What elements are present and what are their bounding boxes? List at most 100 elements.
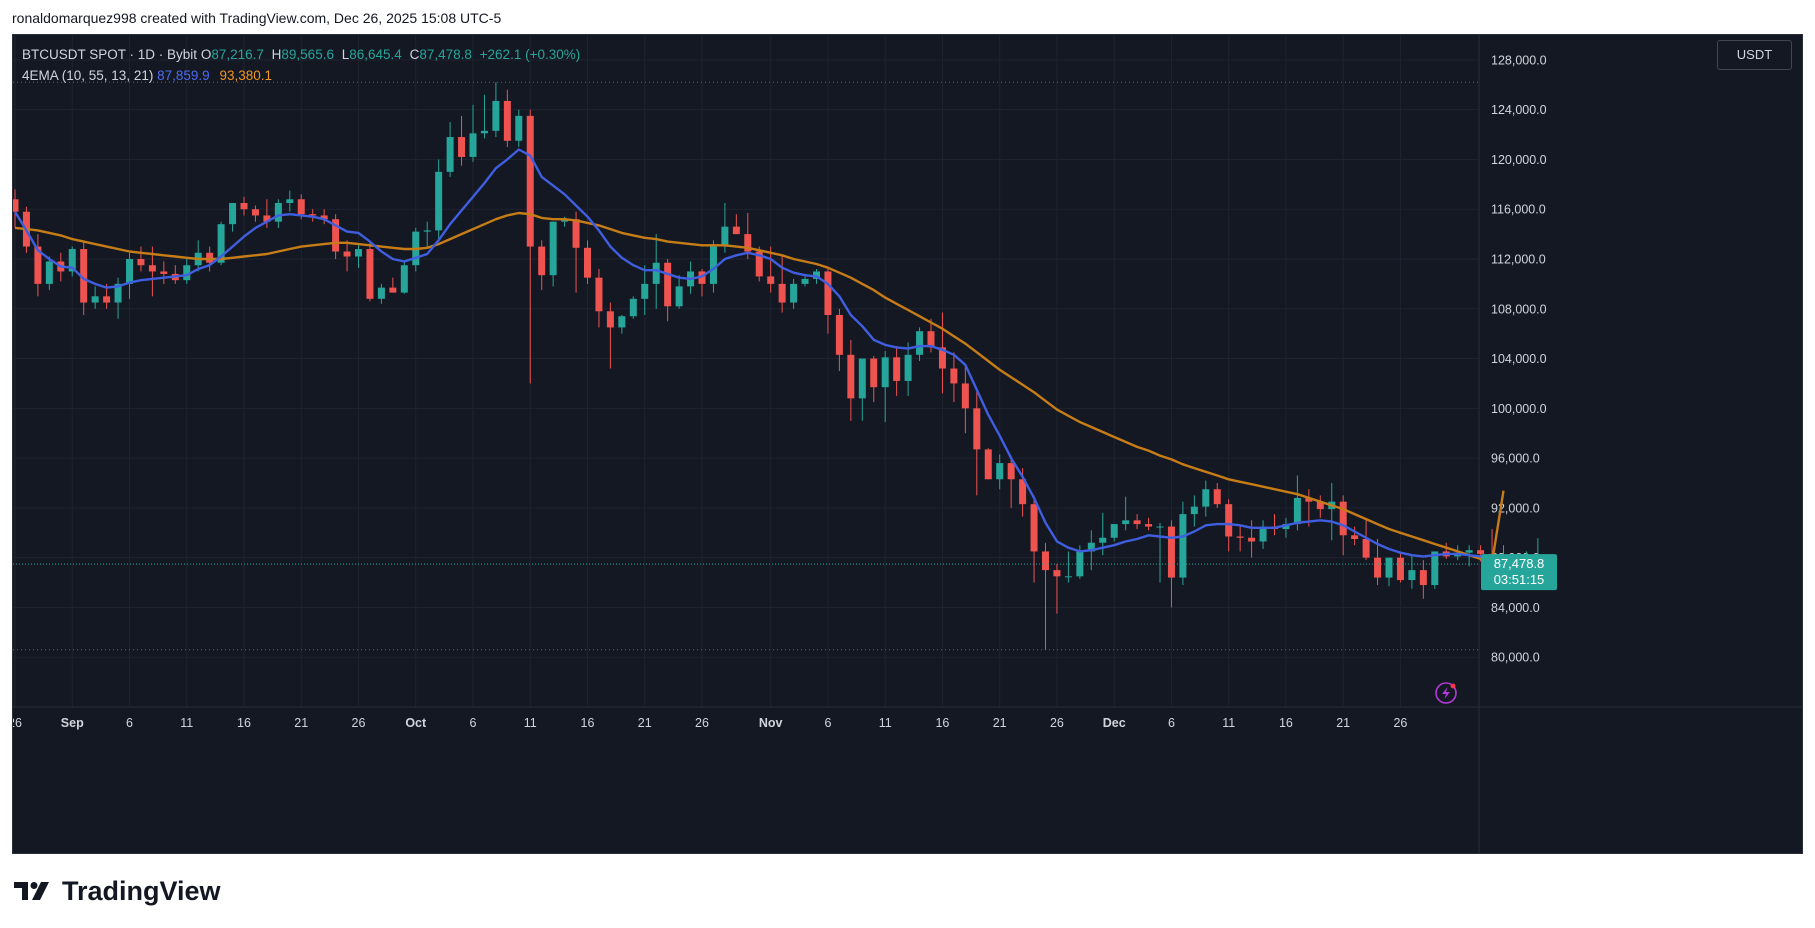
candle-body xyxy=(938,347,946,369)
candle-body xyxy=(1110,524,1118,538)
y-axis-tick-label: 92,000.0 xyxy=(1491,501,1540,515)
candle-body xyxy=(1316,501,1324,510)
x-axis-tick-label: 26 xyxy=(1393,716,1407,730)
candle-body xyxy=(1236,536,1244,538)
candle-body xyxy=(790,283,798,303)
y-axis-tick-label: 108,000.0 xyxy=(1491,302,1547,316)
ohlc-legend-row: BTCUSDT SPOT · 1D · Bybit O87,216.7 H89,… xyxy=(22,44,584,65)
x-axis-tick-label: 11 xyxy=(1222,716,1235,730)
candle-body xyxy=(847,354,855,399)
candle-body xyxy=(572,219,580,248)
candle-body xyxy=(435,171,443,231)
chart-credit: ronaldomarquez998 created with TradingVi… xyxy=(12,10,502,26)
candle-body xyxy=(1019,479,1027,505)
open-label: O xyxy=(200,47,212,62)
candle-body xyxy=(561,219,569,222)
candle-body xyxy=(778,283,786,303)
ema-slow-value: 93,380.1 xyxy=(219,68,272,83)
chart-background xyxy=(13,35,1802,853)
candle-body xyxy=(103,296,111,303)
candle-body xyxy=(813,271,820,279)
x-axis-tick-label: 21 xyxy=(1336,716,1350,730)
candle-body xyxy=(652,262,660,284)
candle-body xyxy=(916,331,924,355)
candle-body xyxy=(538,246,546,276)
alert-lightning-icon xyxy=(1435,682,1457,704)
candle-body xyxy=(469,133,477,157)
candle-body xyxy=(927,331,935,348)
brand-name: TradingView xyxy=(62,875,221,906)
alert-icon-dot xyxy=(1450,683,1456,689)
x-axis-tick-label: 26 xyxy=(13,716,22,730)
indicator-name[interactable]: 4EMA (10, 55, 13, 21) xyxy=(22,68,154,83)
candle-body xyxy=(732,226,740,235)
candle-body xyxy=(80,249,88,303)
bar-countdown-label: 03:51:15 xyxy=(1494,572,1545,587)
tradingview-brand: TradingView xyxy=(14,876,221,906)
high-value: 89,565.6 xyxy=(281,47,334,62)
candle-body xyxy=(1419,570,1427,586)
x-axis-tick-label: 26 xyxy=(1050,716,1064,730)
candle-body xyxy=(1167,526,1175,578)
candle-body xyxy=(721,226,729,247)
candle-body xyxy=(320,215,328,220)
chart-panel[interactable]: 80,000.084,000.088,000.092,000.096,000.0… xyxy=(12,34,1803,854)
candle-body xyxy=(549,221,557,276)
candle-body xyxy=(1293,497,1301,525)
candle-body xyxy=(137,259,145,266)
candle-body xyxy=(744,234,752,252)
candle-body xyxy=(858,358,866,399)
price-chart[interactable]: 80,000.084,000.088,000.092,000.096,000.0… xyxy=(13,35,1803,854)
low-value: 86,645.4 xyxy=(349,47,402,62)
currency-button[interactable]: USDT xyxy=(1717,40,1792,70)
candle-body xyxy=(1145,524,1153,527)
candle-body xyxy=(297,199,305,215)
candle-body xyxy=(286,199,294,203)
candle-body xyxy=(423,230,431,232)
candle-body xyxy=(343,251,351,257)
candle-body xyxy=(309,214,317,216)
x-axis-tick-label: 6 xyxy=(470,716,477,730)
candle-body xyxy=(1087,542,1095,552)
candle-body xyxy=(870,358,878,388)
chart-legend: BTCUSDT SPOT · 1D · Bybit O87,216.7 H89,… xyxy=(22,44,584,86)
x-axis-tick-label: 11 xyxy=(879,716,892,730)
candle-body xyxy=(274,203,282,222)
candle-body xyxy=(332,219,340,252)
low-label: L xyxy=(341,47,350,62)
candle-body xyxy=(91,296,99,303)
candle-body xyxy=(1053,570,1061,577)
candle-body xyxy=(698,271,706,284)
x-axis-tick-label: Dec xyxy=(1103,716,1126,730)
candle-body xyxy=(1156,526,1164,528)
y-axis-tick-label: 116,000.0 xyxy=(1491,203,1546,217)
candle-body xyxy=(183,265,191,281)
candle-body xyxy=(45,261,53,284)
candle-body xyxy=(1225,504,1233,537)
candle-body xyxy=(1133,520,1141,525)
candle-body xyxy=(904,354,912,381)
candle-body xyxy=(1385,557,1393,578)
candle-body xyxy=(881,357,889,388)
candle-body xyxy=(1099,537,1107,543)
x-axis-tick-label: 16 xyxy=(237,716,251,730)
candle-body xyxy=(893,357,901,381)
x-axis-tick-label: Nov xyxy=(759,716,783,730)
candle-body xyxy=(526,115,534,247)
candle-body xyxy=(973,408,981,450)
tradingview-logo-icon xyxy=(14,882,49,900)
candle-body xyxy=(824,271,832,315)
y-axis-tick-label: 84,000.0 xyxy=(1491,601,1540,615)
close-value: 87,478.8 xyxy=(419,47,472,62)
candle-body xyxy=(13,199,19,212)
last-price-label: 87,478.8 xyxy=(1494,556,1545,571)
x-axis-tick-label: 11 xyxy=(180,716,193,730)
candle-body xyxy=(801,278,809,284)
candle-body xyxy=(755,251,763,277)
candle-body xyxy=(217,224,225,263)
y-axis-tick-label: 128,000.0 xyxy=(1491,53,1547,67)
symbol-label[interactable]: BTCUSDT SPOT · 1D · Bybit xyxy=(22,47,198,62)
indicator-legend-row: 4EMA (10, 55, 13, 21) 87,859.9 93,380.1 xyxy=(22,65,584,86)
x-axis-tick-label: 21 xyxy=(294,716,308,730)
alert-icon-ring xyxy=(1435,682,1457,704)
